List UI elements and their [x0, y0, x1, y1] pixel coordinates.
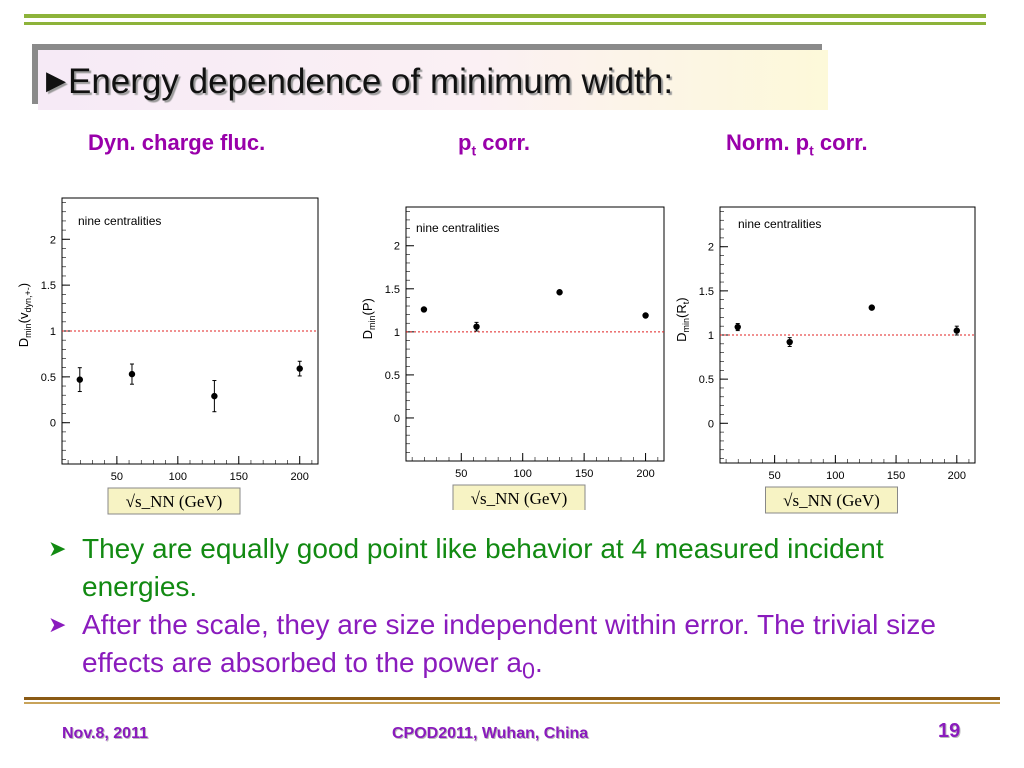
y-tick-label: 0.5	[385, 370, 400, 382]
x-tick-label: 200	[948, 470, 966, 482]
x-axis-label-box	[452, 484, 586, 510]
x-tick-label: 200	[291, 471, 309, 483]
y-axis-label: Dmin(vdyn,+-)	[16, 283, 33, 347]
data-point	[211, 392, 218, 400]
column-header-pt-sub: t	[471, 142, 477, 159]
y-tick-label: 0	[394, 413, 400, 425]
y-axis-label: Dmin(P)	[360, 298, 377, 339]
x-tick-label: 100	[169, 471, 187, 483]
x-tick-label: 150	[575, 468, 593, 480]
x-axis-label-box	[107, 487, 241, 515]
y-axis-label: Dmin(Rt)	[674, 297, 691, 341]
y-tick-label: 2	[50, 234, 56, 246]
x-tick-label: 100	[514, 468, 532, 480]
y-tick-label: 1.5	[385, 284, 400, 296]
column-header-dyn-text: Dyn. charge fluc.	[88, 130, 266, 155]
bottom-rule-1	[24, 697, 1000, 700]
x-tick-label: 50	[769, 470, 781, 482]
data-point	[953, 327, 960, 334]
bullet-2-subscript: 0	[522, 657, 535, 684]
title-box	[38, 50, 828, 110]
y-tick-label: 1	[708, 330, 714, 342]
column-header-norm-sub: t	[809, 142, 814, 159]
y-tick-label: 1	[50, 326, 56, 338]
plot-norm-pt-corr: 0 0.5 1 1.5 2 50 100 150 200 nine centralities Dmi…	[674, 206, 976, 514]
top-rule-2	[24, 22, 986, 25]
x-tick-label: 50	[111, 471, 123, 483]
column-header-norm-main: Norm. p	[726, 130, 810, 155]
y-tick-label: 0.5	[699, 374, 714, 386]
x-tick-label: 50	[455, 468, 467, 480]
arrow-bullet-icon: ➤	[48, 612, 67, 637]
data-point	[473, 323, 480, 330]
y-tick-label: 0.5	[41, 372, 56, 384]
column-header-norm-rest: corr.	[813, 130, 868, 155]
page-number: 19	[938, 720, 961, 742]
nine-centralities-label: nine centralities	[78, 214, 161, 228]
data-point	[734, 323, 741, 331]
nine-centralities-label: nine centralities	[416, 221, 499, 235]
arrow-bullet-icon: ➤	[48, 536, 67, 561]
x-tick-label: 150	[887, 470, 905, 482]
data-point	[868, 304, 875, 311]
plot-frame	[405, 206, 665, 462]
data-point	[642, 312, 649, 319]
column-header-pt: pt corr.	[458, 130, 530, 158]
x-axis-label: √s_NN (GeV)	[126, 492, 223, 511]
nine-centralities-label: nine centralities	[738, 217, 821, 231]
triangle-bullet-icon: ▶	[46, 65, 66, 95]
plot-pt-corr: 0 0.5 1 1.5 2 50 100 150 200 nine centralities Dmi…	[360, 206, 665, 510]
data-point	[556, 289, 563, 296]
y-tick-label: 1	[394, 327, 400, 339]
slide-title-text: Energy dependence of minimum width:	[68, 62, 674, 101]
x-tick-label: 150	[230, 471, 248, 483]
x-tick-label: 200	[636, 468, 654, 480]
data-point	[786, 338, 793, 346]
y-tick-label: 2	[394, 241, 400, 253]
bullet-2: ➤ After the scale, they are size independ…	[48, 606, 988, 690]
bullet-1-text: They are equally good point like behavio…	[82, 533, 884, 602]
y-tick-label: 0	[708, 418, 714, 430]
column-header-pt-main: p	[458, 130, 472, 155]
data-point	[420, 306, 428, 313]
x-axis-label-box	[765, 486, 898, 514]
column-header-dyn: Dyn. charge fluc.	[88, 130, 265, 156]
footer-conference: CPOD2011, Wuhan, China	[392, 725, 589, 742]
bullet-2-tail: .	[534, 647, 543, 678]
y-tick-label: 0	[50, 418, 56, 430]
bullet-list: ➤ They are equally good point like behavi…	[48, 530, 988, 690]
x-axis-label: √s_NN (GeV)	[471, 489, 568, 508]
bottom-rule-2	[24, 702, 1000, 704]
footer-date: Nov.8, 2011	[62, 725, 148, 742]
data-point	[76, 376, 83, 383]
column-header-pt-rest: corr.	[476, 130, 530, 155]
y-tick-label: 1.5	[41, 280, 56, 292]
data-point	[296, 365, 303, 372]
column-header-norm: Norm. pt corr.	[726, 130, 868, 158]
plot-dyn-charge: 0 0.5 1 1.5 2 50 100 150 200 nine centralities Dmi…	[16, 197, 319, 515]
x-tick-label: 100	[826, 470, 844, 482]
bullet-1: ➤ They are equally good point like behavi…	[48, 530, 988, 606]
data-point	[128, 370, 136, 378]
x-axis-label: √s_NN (GeV)	[783, 491, 880, 510]
y-tick-label: 1.5	[699, 286, 714, 298]
top-rule-1	[24, 14, 986, 18]
bullet-2-text: After the scale, they are size independe…	[82, 609, 936, 678]
y-tick-label: 2	[708, 242, 714, 254]
slide-title: ▶Energy dependence of minimum width:	[46, 62, 673, 102]
